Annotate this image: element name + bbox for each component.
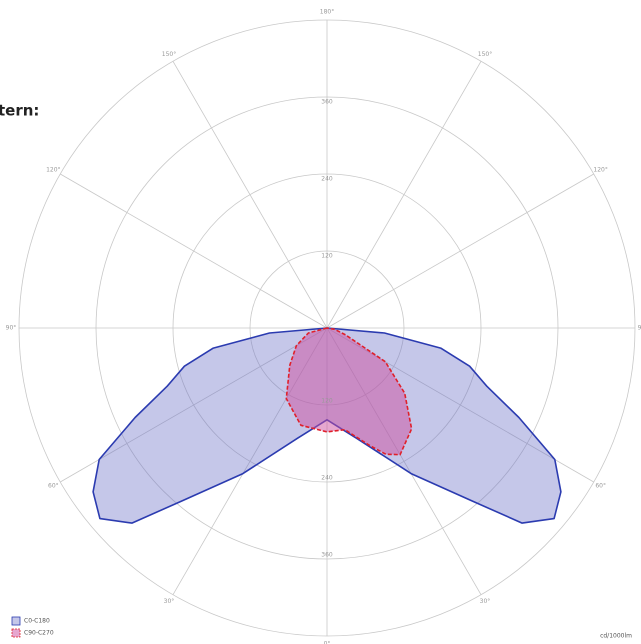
r-tick-label: 120 — [321, 398, 333, 405]
polar-curve — [285, 327, 413, 456]
angle-tick-label: 150° — [478, 51, 492, 58]
legend-swatch — [11, 616, 21, 626]
angle-tick-label: 0° — [324, 641, 331, 644]
grid-spoke — [172, 61, 328, 329]
angle-tick-label: 60° — [48, 483, 59, 490]
r-tick-label: 360 — [321, 99, 333, 106]
angle-tick-label: 150° — [162, 51, 176, 58]
legend-text: C0-C180 — [24, 618, 50, 625]
grid-spoke — [60, 173, 328, 329]
angle-tick-label: 30° — [164, 598, 175, 605]
grid-spoke — [326, 61, 482, 329]
legend-text: C90-C270 — [24, 630, 54, 637]
legend-swatch — [11, 628, 21, 638]
unit-label: cd/1000lm — [600, 633, 632, 640]
angle-tick-label: 90° — [638, 325, 641, 332]
angle-tick-label: 120° — [593, 167, 607, 174]
grid-spoke — [326, 173, 594, 329]
angle-tick-label: 60° — [595, 483, 606, 490]
chart-title: tern: — [0, 102, 39, 120]
r-tick-label: 240 — [321, 176, 333, 183]
angle-tick-label: 180° — [320, 9, 334, 16]
angle-tick-label: 30° — [480, 598, 491, 605]
r-tick-label: 360 — [321, 552, 333, 559]
grid-spoke — [60, 327, 328, 483]
r-tick-label: 120 — [321, 253, 333, 260]
r-tick-label: 240 — [321, 475, 333, 482]
angle-tick-label: 120° — [46, 167, 60, 174]
angle-tick-label: 90° — [6, 325, 17, 332]
